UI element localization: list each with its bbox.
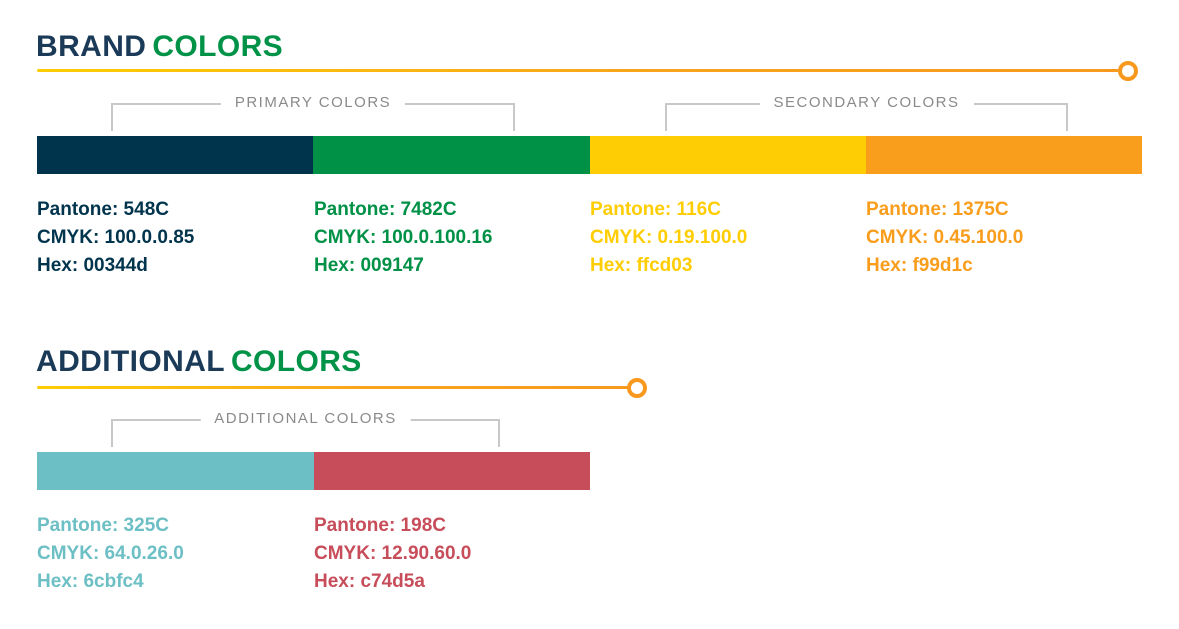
additional-colors-bracket: ADDITIONAL COLORS (111, 410, 500, 447)
cmyk-value: CMYK: 100.0.100.16 (314, 227, 493, 248)
additional-section-divider (37, 377, 647, 398)
pantone-value: Pantone: 1375C (866, 199, 1009, 220)
additional-colors-group-label: ADDITIONAL COLORS (200, 410, 411, 427)
primary-colors-bracket: PRIMARY COLORS (111, 94, 515, 131)
additional-colors-title: ADDITIONAL COLORS (36, 345, 362, 379)
divider-end-ring-icon (1118, 60, 1138, 81)
additional-colors-title-word1: ADDITIONAL (36, 345, 225, 378)
divider-line (37, 386, 628, 389)
brand-colors-title-word1: BRAND (36, 30, 147, 63)
swatch-info-teal: Pantone: 325C CMYK: 64.0.26.0 Hex: 6cbfc… (37, 512, 184, 596)
hex-value: Hex: c74d5a (314, 571, 425, 592)
cmyk-value: CMYK: 0.19.100.0 (590, 227, 748, 248)
secondary-colors-group-label: SECONDARY COLORS (759, 94, 974, 111)
hex-value: Hex: 6cbfc4 (37, 571, 144, 592)
brand-color-bar (37, 136, 1142, 174)
swatch-info-navy: Pantone: 548C CMYK: 100.0.0.85 Hex: 0034… (37, 196, 194, 280)
swatch-navy (37, 136, 314, 174)
brand-colors-title: BRAND COLORS (36, 30, 283, 64)
cmyk-value: CMYK: 64.0.26.0 (37, 543, 184, 564)
brand-section-divider (37, 60, 1138, 81)
swatch-info-yellow: Pantone: 116C CMYK: 0.19.100.0 Hex: ffcd… (590, 196, 747, 280)
swatch-red (313, 452, 590, 490)
hex-value: Hex: 00344d (37, 255, 148, 276)
cmyk-value: CMYK: 100.0.0.85 (37, 227, 195, 248)
cmyk-value: CMYK: 12.90.60.0 (314, 543, 472, 564)
hex-value: Hex: ffcd03 (590, 255, 693, 276)
swatch-info-red: Pantone: 198C CMYK: 12.90.60.0 Hex: c74d… (314, 512, 471, 596)
pantone-value: Pantone: 198C (314, 515, 446, 536)
swatch-yellow (589, 136, 866, 174)
brand-colors-title-word2: COLORS (152, 30, 284, 63)
divider-end-ring-icon (627, 377, 647, 398)
additional-color-bar (37, 452, 590, 490)
swatch-orange (865, 136, 1142, 174)
pantone-value: Pantone: 548C (37, 199, 169, 220)
pantone-value: Pantone: 325C (37, 515, 169, 536)
hex-value: Hex: 009147 (314, 255, 424, 276)
cmyk-value: CMYK: 0.45.100.0 (866, 227, 1024, 248)
swatch-green (313, 136, 590, 174)
pantone-value: Pantone: 7482C (314, 199, 457, 220)
additional-colors-title-word2: COLORS (230, 345, 362, 378)
hex-value: Hex: f99d1c (866, 255, 973, 276)
swatch-teal (37, 452, 314, 490)
pantone-value: Pantone: 116C (590, 199, 721, 220)
swatch-info-green: Pantone: 7482C CMYK: 100.0.100.16 Hex: 0… (314, 196, 493, 280)
divider-line (37, 69, 1119, 72)
swatch-info-orange: Pantone: 1375C CMYK: 0.45.100.0 Hex: f99… (866, 196, 1023, 280)
primary-colors-group-label: PRIMARY COLORS (220, 94, 406, 111)
secondary-colors-bracket: SECONDARY COLORS (665, 94, 1068, 131)
